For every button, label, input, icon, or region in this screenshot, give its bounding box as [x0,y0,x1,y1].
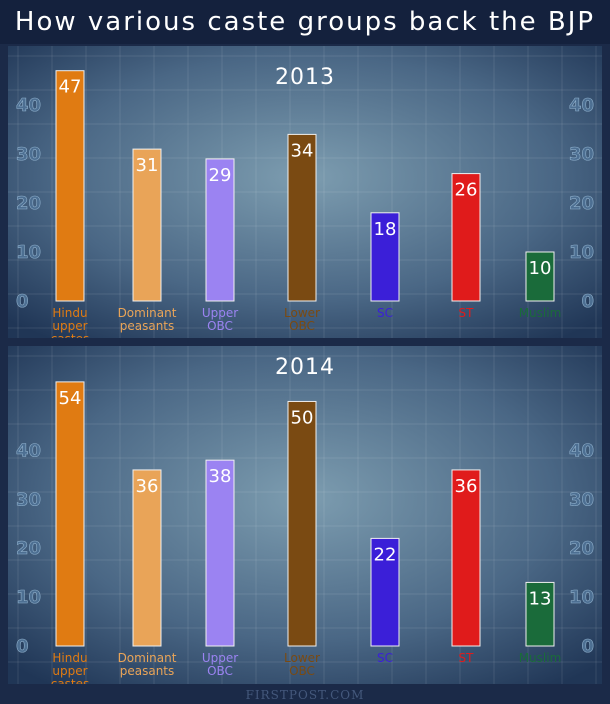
bar [451,173,481,302]
category-label: Upper OBC [202,306,238,333]
y-tick-left: 0 [16,291,29,312]
y-tick-left: 10 [16,587,41,608]
figure-title: How various caste groups back the BJP [0,0,610,44]
y-tick-left: 0 [16,636,29,657]
y-tick-left: 20 [16,193,41,214]
bar-value-label: 54 [59,388,82,409]
bar [370,537,400,647]
bar-value-label: 31 [136,155,159,176]
bar [525,581,555,647]
bar-value-label: 29 [209,165,232,186]
bar-value-label: 26 [455,180,478,201]
y-tick-right: 0 [581,291,594,312]
bar-value-label: 10 [529,258,552,279]
source-credit: FIRSTPOST.COM [245,688,365,702]
bar-chart-2014: 2014 0 0 10 10 20 20 30 30 40 40 54 Hindu upper castes… [8,346,602,684]
bar [132,469,162,647]
bar [132,148,162,302]
bar [370,212,400,302]
chart-panel-2014: 2014 0 0 10 10 20 20 30 30 40 40 54 Hindu upper castes… [8,346,602,684]
y-tick-right: 20 [569,193,594,214]
y-tick-left: 30 [16,489,41,510]
y-tick-left: 40 [16,95,41,116]
bar [287,133,317,302]
category-label: Lower OBC [284,651,320,678]
bar [55,70,85,302]
y-tick-right: 10 [569,242,594,263]
category-label: Dominant peasants [118,651,177,678]
category-label: ST [459,651,475,665]
bar [451,469,481,647]
category-label: ST [459,306,475,320]
bar-value-label: 38 [209,466,232,487]
bar-value-label: 34 [291,140,314,161]
y-tick-right: 0 [581,636,594,657]
category-label: Muslim [519,651,562,665]
bar [55,381,85,647]
bar-value-label: 13 [529,588,552,609]
bar-value-label: 47 [59,77,82,98]
y-tick-right: 40 [569,440,594,461]
bar [205,459,235,647]
bar [525,251,555,302]
chart-panel-2013: 2013 0 0 10 10 20 20 30 30 40 40 47 Hinduuppercastes… [8,46,602,338]
category-label: Dominant peasants [118,306,177,333]
category-label: Muslim [519,306,562,320]
bar-value-label: 36 [455,476,478,497]
bar-value-label: 36 [136,476,159,497]
bar [205,158,235,302]
category-label: Lower OBC [284,306,320,333]
y-tick-left: 20 [16,538,41,559]
category-label: Upper OBC [202,651,238,678]
y-tick-right: 40 [569,95,594,116]
y-tick-left: 30 [16,144,41,165]
category-label: SC [377,651,393,665]
chart-title: 2013 [275,65,335,90]
bar-value-label: 22 [374,544,397,565]
y-tick-left: 40 [16,440,41,461]
bar-chart-2013: 2013 0 0 10 10 20 20 30 30 40 40 47 Hinduuppercastes… [8,46,602,338]
category-label: SC [377,306,393,320]
bar-value-label: 18 [374,219,397,240]
chart-title: 2014 [275,355,335,380]
y-tick-right: 20 [569,538,594,559]
bar-value-label: 50 [291,407,314,428]
bar [287,400,317,647]
y-tick-right: 10 [569,587,594,608]
y-tick-right: 30 [569,144,594,165]
y-tick-right: 30 [569,489,594,510]
y-tick-left: 10 [16,242,41,263]
